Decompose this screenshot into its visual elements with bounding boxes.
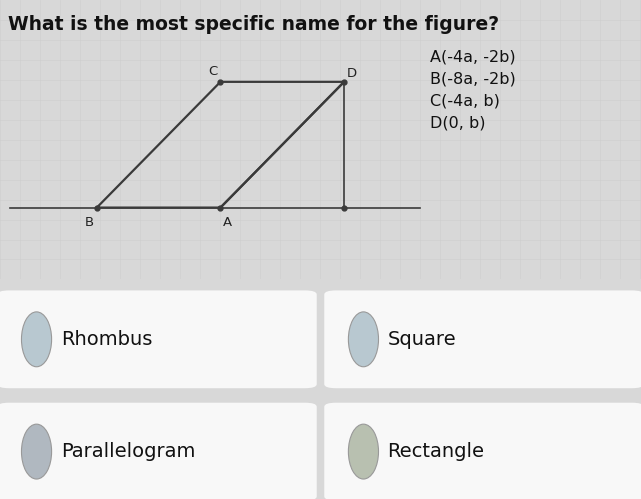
FancyBboxPatch shape — [0, 403, 317, 499]
Text: D(0, b): D(0, b) — [430, 116, 485, 131]
Text: B: B — [85, 216, 94, 229]
Text: Parallelogram: Parallelogram — [61, 442, 195, 461]
Text: C: C — [208, 65, 217, 78]
Text: A: A — [222, 216, 231, 229]
Text: Rectangle: Rectangle — [388, 442, 485, 461]
Text: D: D — [347, 67, 357, 80]
Text: B(-8a, -2b): B(-8a, -2b) — [430, 72, 516, 87]
Ellipse shape — [22, 312, 52, 367]
FancyBboxPatch shape — [324, 290, 641, 388]
FancyBboxPatch shape — [324, 403, 641, 499]
Text: Square: Square — [388, 330, 456, 349]
Text: C(-4a, b): C(-4a, b) — [430, 94, 500, 109]
Ellipse shape — [22, 424, 52, 479]
Text: A(-4a, -2b): A(-4a, -2b) — [430, 50, 515, 65]
FancyBboxPatch shape — [0, 290, 317, 388]
Ellipse shape — [349, 312, 378, 367]
Text: Rhombus: Rhombus — [61, 330, 152, 349]
Ellipse shape — [349, 424, 378, 479]
Text: What is the most specific name for the figure?: What is the most specific name for the f… — [8, 15, 499, 34]
